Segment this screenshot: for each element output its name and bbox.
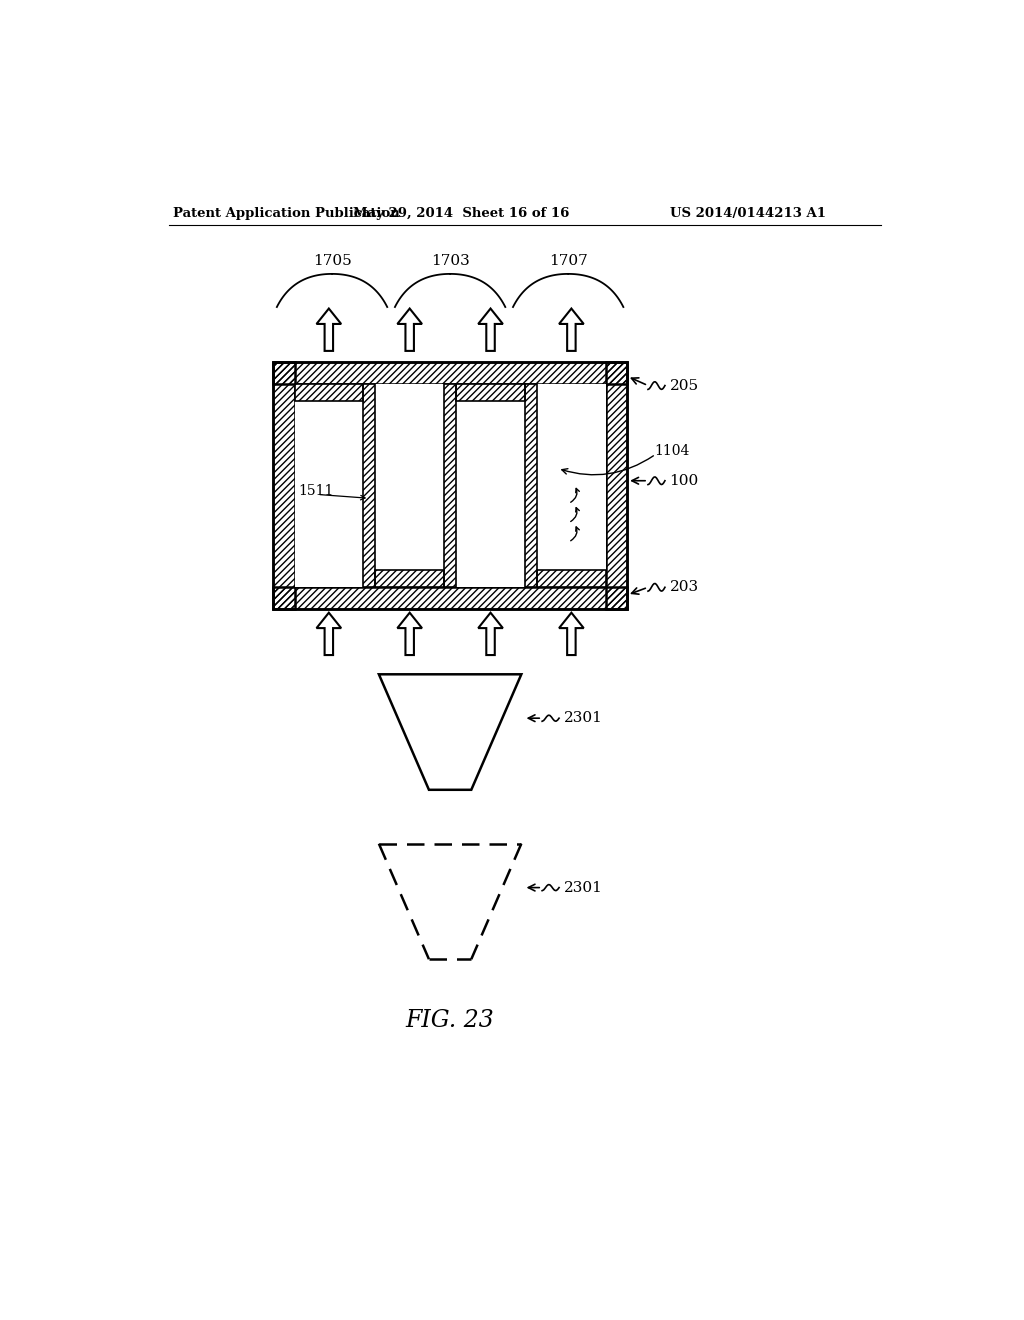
Bar [273,363,295,609]
Polygon shape [379,675,521,789]
Text: 1703: 1703 [431,253,469,268]
Bar [273,587,628,609]
Bar [605,363,628,609]
Polygon shape [397,309,422,351]
Text: May 29, 2014  Sheet 16 of 16: May 29, 2014 Sheet 16 of 16 [353,207,569,220]
Polygon shape [397,612,422,655]
Bar [457,384,524,401]
Bar [538,570,605,587]
Polygon shape [559,612,584,655]
Text: 1707: 1707 [549,253,588,268]
Text: Patent Application Publication: Patent Application Publication [173,207,399,220]
Polygon shape [478,612,503,655]
Polygon shape [316,309,341,351]
Bar [295,384,605,587]
Bar [524,384,538,587]
Text: 1705: 1705 [312,253,351,268]
Bar [376,570,444,587]
Polygon shape [478,309,503,351]
Bar [364,384,376,587]
Text: 205: 205 [670,379,698,392]
Bar [273,587,628,609]
Bar [538,570,605,587]
Bar [444,384,457,587]
Text: US 2014/0144213 A1: US 2014/0144213 A1 [670,207,825,220]
Bar [273,363,628,609]
Bar [376,570,444,587]
Text: 2301: 2301 [563,711,602,725]
Bar [524,384,538,587]
Bar [273,363,295,609]
Text: 203: 203 [670,581,698,594]
Bar [295,384,364,401]
Bar [273,363,628,384]
Bar [605,363,628,609]
Bar [273,363,628,384]
Text: 2301: 2301 [563,880,602,895]
Bar [295,384,364,401]
Text: 1104: 1104 [654,444,689,458]
Bar [364,384,376,587]
Text: FIG. 23: FIG. 23 [406,1010,495,1032]
Text: 100: 100 [670,474,698,487]
Text: 1511: 1511 [298,483,334,498]
Bar [457,384,524,401]
Polygon shape [559,309,584,351]
Bar [444,384,457,587]
Polygon shape [316,612,341,655]
